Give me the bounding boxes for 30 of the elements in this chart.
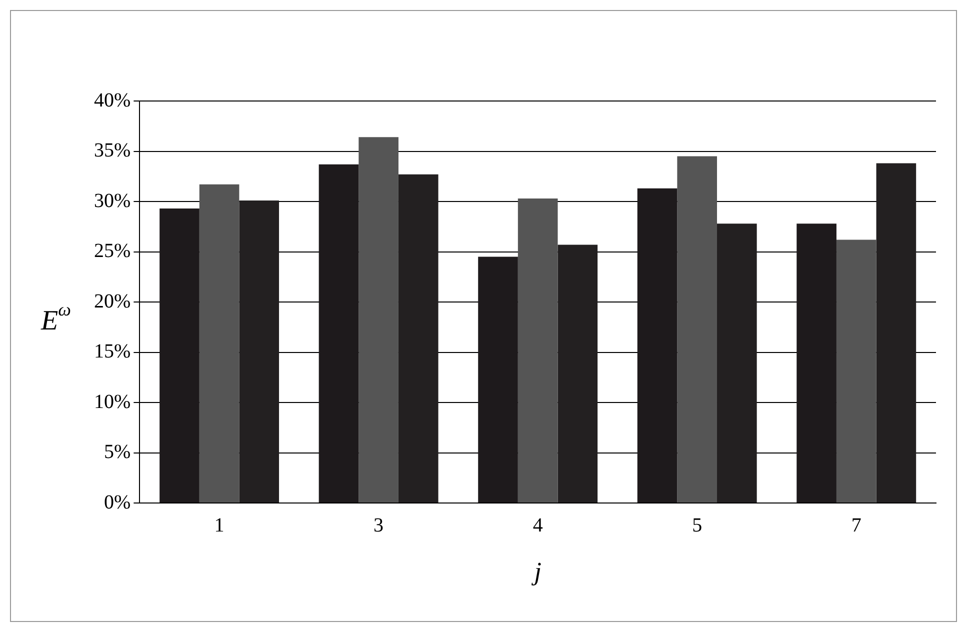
y-tick-label: 20%: [94, 290, 131, 312]
bar: [796, 224, 836, 502]
bar: [836, 240, 876, 502]
bar: [239, 200, 280, 502]
y-tick-label: 5%: [104, 441, 131, 463]
bar: [637, 188, 678, 502]
y-tick-label: 10%: [94, 390, 131, 413]
x-tick-label: 1: [214, 514, 224, 536]
x-axis-title: j: [531, 556, 542, 586]
y-tick-label: 30%: [94, 190, 131, 212]
bar: [478, 256, 518, 502]
y-tick-label: 15%: [94, 340, 131, 362]
x-tick-label: 4: [532, 514, 543, 536]
bar: [717, 224, 757, 502]
y-tick-label: 35%: [94, 140, 131, 162]
x-tick-label: 7: [851, 514, 862, 536]
bar: [199, 184, 240, 502]
y-tick-label: 40%: [94, 89, 131, 112]
x-tick-label: 5: [692, 514, 702, 536]
bar: [358, 137, 398, 502]
bar: [677, 156, 718, 502]
bar: [518, 198, 558, 502]
bar: [160, 208, 200, 502]
bar: [318, 164, 359, 502]
bar: [558, 244, 598, 502]
y-tick-label: 0%: [104, 491, 131, 514]
bar: [876, 163, 916, 502]
bar: [398, 174, 438, 502]
x-tick-label: 3: [374, 514, 384, 536]
y-tick-label: 25%: [94, 240, 131, 262]
